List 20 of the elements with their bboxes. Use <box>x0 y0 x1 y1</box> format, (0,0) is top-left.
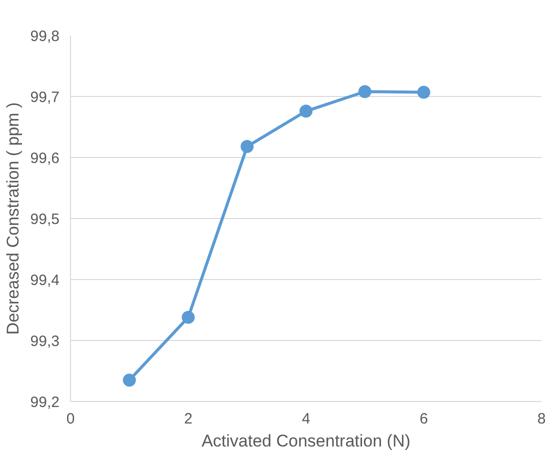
y-tick-label: 99,2 <box>30 394 60 411</box>
y-tick-label: 99,6 <box>30 150 60 167</box>
point <box>240 140 254 154</box>
y-tick-label: 99,8 <box>30 28 60 45</box>
x-axis-title: Activated Consentration (N) <box>202 432 410 450</box>
point <box>300 104 312 118</box>
y-tick-label: 99,3 <box>30 333 60 350</box>
x-tick-label: 8 <box>537 410 546 428</box>
x-tick-label: 4 <box>302 410 310 428</box>
y-tick-label: 99,4 <box>30 272 60 289</box>
y-tick-label: 99,7 <box>30 89 60 106</box>
x-tick-label: 6 <box>420 410 428 428</box>
x-tick-label: 0 <box>66 410 75 428</box>
point <box>358 85 372 98</box>
y-axis-title: Decreased Constration ( ppm ) <box>3 102 22 335</box>
point <box>182 310 195 324</box>
x-tick-label: 2 <box>184 410 192 428</box>
y-tick-label: 99,5 <box>30 211 60 228</box>
point <box>417 86 430 99</box>
point <box>122 374 136 387</box>
